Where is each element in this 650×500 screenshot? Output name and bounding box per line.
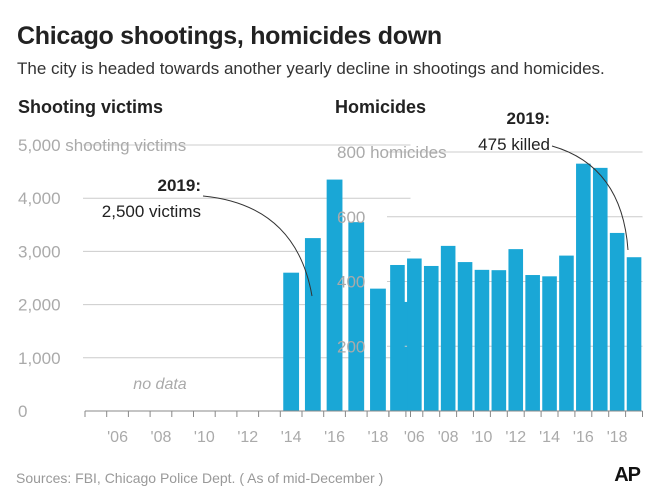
shooting-bar-2015 [304, 238, 321, 411]
homicide-x-tick-label: '06 [404, 429, 425, 446]
homicide-bar-2017 [592, 167, 608, 411]
homicide-bar-2011 [491, 270, 507, 411]
shooting-x-tick-label: '18 [368, 429, 389, 446]
chart-subtitle: The city is headed towards another yearl… [17, 59, 605, 78]
shooting-annotation-year: 2019: [158, 176, 201, 195]
shooting-x-tick-label: '12 [237, 429, 258, 446]
homicide-bar-2005 [390, 264, 405, 411]
homicide-bar-2008 [440, 245, 456, 411]
shooting-y-tick-label: 4,000 [18, 189, 61, 208]
shooting-x-tick-label: '08 [151, 429, 172, 446]
shooting-bar-2014 [283, 272, 300, 411]
homicide-bar-2006 [407, 258, 422, 411]
shooting-y-tick-label: 0 [18, 402, 27, 421]
shooting-panel-title: Shooting victims [18, 97, 164, 117]
chart-title: Chicago shootings, homicides down [17, 22, 442, 50]
shooting-bar-2018 [370, 288, 386, 411]
homicide-bar-2016 [576, 163, 591, 411]
shooting-y-tick-label: 1,000 [18, 349, 61, 368]
shooting-x-tick-label: '16 [324, 429, 345, 446]
shooting-y-tick-label: 3,000 [18, 242, 61, 261]
homicide-bar-2010 [474, 269, 490, 411]
homicide-x-tick-label: '16 [573, 429, 594, 446]
homicide-bar-2014 [542, 276, 557, 411]
homicide-x-tick-label: '18 [607, 429, 628, 446]
shooting-bar-2016 [326, 179, 343, 411]
homicide-panel-title: Homicides [335, 97, 427, 117]
shooting-annotation-leader [202, 195, 313, 297]
homicide-bar-2019 [626, 257, 642, 411]
homicide-x-tick-label: '14 [539, 429, 560, 446]
homicide-annotation-year: 2019: [507, 109, 550, 128]
shooting-bar-2017 [348, 222, 365, 411]
shooting-y-tick-label: 2,000 [18, 296, 61, 315]
no-data-label: no data [133, 376, 186, 393]
shooting-y-tick-label: 5,000 shooting victims [18, 136, 186, 155]
homicide-bar-2013 [525, 275, 540, 411]
homicide-annotation-text: 475 killed [478, 135, 550, 154]
homicide-x-tick-label: '10 [472, 429, 493, 446]
shooting-x-tick-label: '10 [194, 429, 215, 446]
shooting-x-tick-label: '06 [107, 429, 128, 446]
homicide-y-tick-label: 200 [337, 337, 365, 356]
shooting-annotation-text: 2,500 victims [102, 202, 201, 221]
homicide-y-tick-label: 800 homicides [337, 143, 447, 162]
homicide-bar-2018 [609, 232, 625, 411]
homicide-x-tick-label: '08 [438, 429, 459, 446]
homicide-annotation-leader [551, 145, 629, 251]
homicide-bar-2007 [423, 265, 439, 411]
homicide-bar-2012 [508, 249, 524, 411]
homicide-bar-2015 [559, 255, 574, 411]
homicide-y-tick-label: 400 [337, 273, 365, 292]
shooting-x-tick-label: '14 [281, 429, 302, 446]
homicide-y-tick-label: 600 [337, 208, 365, 227]
homicide-bar-2009 [457, 262, 473, 411]
source-note: Sources: FBI, Chicago Police Dept. ( As … [16, 470, 384, 486]
homicide-x-tick-label: '12 [505, 429, 526, 446]
ap-logo: AP [614, 464, 641, 486]
